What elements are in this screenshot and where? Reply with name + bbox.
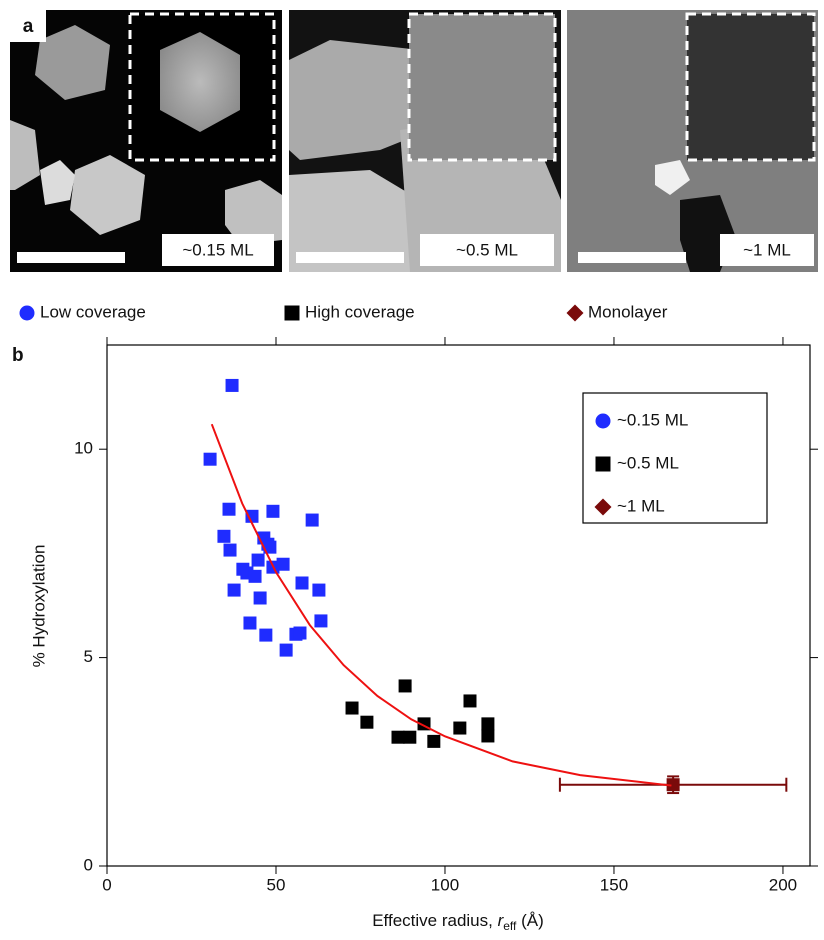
panel-label: a [23, 16, 34, 37]
y-tick-label: 5 [84, 647, 93, 666]
data-point [666, 778, 680, 792]
data-point [481, 717, 495, 731]
stm-image [567, 10, 818, 272]
data-point [345, 701, 359, 715]
y-axis-label: % Hydroxylation [29, 545, 48, 668]
image-label: ~0.5 ML [456, 240, 518, 259]
data-point [391, 730, 405, 744]
data-point [222, 502, 236, 516]
data-point [312, 583, 326, 597]
data-point [453, 721, 467, 735]
x-tick-label: 0 [102, 875, 111, 894]
data-point [203, 452, 217, 466]
legend-marker [594, 498, 612, 516]
plot-frame [106, 344, 811, 867]
legend-label: Monolayer [588, 302, 668, 321]
x-tick-label: 200 [769, 875, 797, 894]
data-point [427, 734, 441, 748]
x-axis-label-part: (Å) [516, 911, 543, 930]
data-point [463, 694, 477, 708]
x-axis-label: Effective radius, reff (Å) [372, 911, 544, 933]
legend-marker [284, 305, 300, 321]
data-point [263, 540, 277, 554]
fit-line [210, 423, 672, 787]
data-point [217, 529, 231, 543]
x-axis-label-part: eff [503, 919, 517, 933]
data-point [305, 513, 319, 527]
x-tick-label: 150 [600, 875, 628, 894]
legend-marker [595, 456, 611, 472]
data-point [276, 557, 290, 571]
data-point [259, 628, 273, 642]
y-tick-label: 10 [74, 439, 93, 458]
data-point [295, 576, 309, 590]
legend-label: ~0.5 ML [617, 453, 679, 472]
label-box [720, 234, 814, 266]
data-point [227, 583, 241, 597]
data-point [225, 378, 239, 392]
data-point [314, 614, 328, 628]
image-label: ~1 ML [743, 240, 791, 259]
x-axis-label-part: r [498, 911, 505, 930]
data-point [266, 504, 280, 518]
data-point [253, 591, 267, 605]
data-point [398, 679, 412, 693]
legend-marker [595, 413, 611, 429]
label-box [420, 234, 554, 266]
panel-label: b [12, 345, 24, 366]
label-box [162, 234, 274, 266]
legend-label: High coverage [305, 302, 415, 321]
legend-marker [566, 304, 584, 322]
data-point [403, 730, 417, 744]
x-tick-label: 50 [267, 875, 286, 894]
data-point [248, 569, 262, 583]
stm-image [10, 10, 282, 272]
data-point [243, 616, 257, 630]
data-point [223, 543, 237, 557]
legend-label: ~0.15 ML [617, 410, 688, 429]
data-point [279, 643, 293, 657]
legend-box [582, 392, 768, 524]
data-point [251, 553, 265, 567]
legend-marker [19, 305, 35, 321]
legend-label: Low coverage [40, 302, 146, 321]
y-tick-label: 0 [84, 855, 93, 874]
data-point [293, 626, 307, 640]
label-box [10, 10, 46, 42]
x-tick-label: 100 [431, 875, 459, 894]
x-axis-label-part: Effective radius, [372, 911, 497, 930]
legend-label: ~1 ML [617, 496, 665, 515]
data-point [245, 509, 259, 523]
image-label: ~0.15 ML [182, 240, 253, 259]
data-point [481, 729, 495, 743]
stm-image [289, 10, 561, 272]
data-point [360, 715, 374, 729]
